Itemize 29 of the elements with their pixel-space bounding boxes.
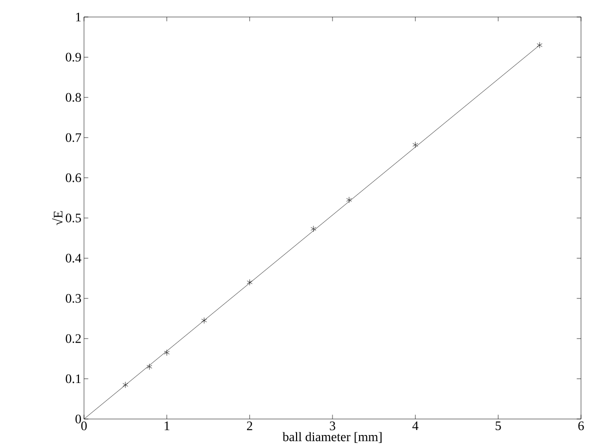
y-tick-label: 0.5 bbox=[66, 214, 81, 222]
point bbox=[246, 279, 252, 286]
y-tick-label: 0.4 bbox=[66, 254, 82, 263]
y-tick-label: 0.7 bbox=[66, 133, 82, 142]
y-tick-label: 0.3 bbox=[66, 294, 81, 303]
y-tick-label: 0 bbox=[76, 414, 81, 424]
point bbox=[412, 142, 418, 148]
y-tick-label: 0.1 bbox=[66, 374, 81, 384]
point bbox=[536, 42, 542, 48]
y-tick-label: 0.8 bbox=[66, 93, 81, 102]
point bbox=[201, 317, 207, 324]
x-tick-label: 3 bbox=[330, 422, 336, 430]
y-tick-label: 0.2 bbox=[66, 334, 81, 344]
point bbox=[146, 364, 152, 370]
y-tick-label: 0.6 bbox=[66, 173, 82, 182]
x-tick-label: 2 bbox=[246, 422, 252, 430]
y-tick-label: 0.9 bbox=[66, 52, 81, 62]
point bbox=[122, 382, 128, 388]
x-axis-title: ball diameter [mm] bbox=[282, 432, 382, 443]
point bbox=[164, 349, 170, 356]
x-tick-label: 1 bbox=[164, 422, 170, 430]
x-tick-label: 5 bbox=[496, 422, 501, 430]
x-tick-label: 4 bbox=[412, 422, 418, 430]
point bbox=[346, 196, 352, 204]
y-tick-label: 1 bbox=[76, 12, 81, 22]
x-tick-label: 6 bbox=[578, 422, 584, 430]
y-axis-title: √E bbox=[52, 211, 62, 226]
point bbox=[310, 226, 316, 232]
x-tick-label: 0 bbox=[81, 422, 87, 430]
